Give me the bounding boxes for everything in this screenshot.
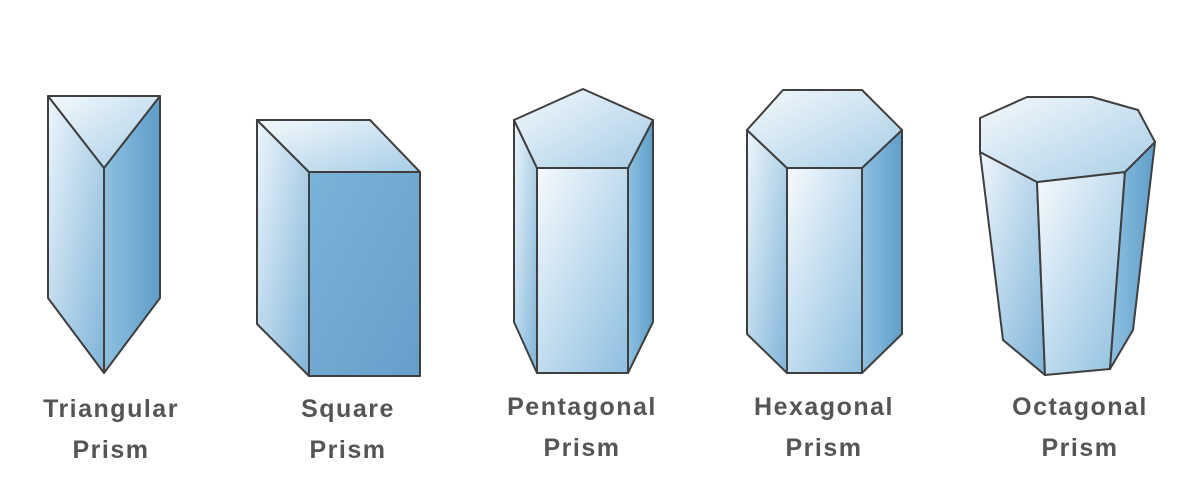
square-prism bbox=[256, 119, 421, 377]
label-pentagonal-prism: Pentagonal Prism bbox=[472, 387, 692, 469]
label-triangular-prism: Triangular Prism bbox=[1, 389, 221, 471]
octagonal-prism bbox=[979, 96, 1156, 376]
label-line-2: Prism bbox=[1041, 434, 1119, 462]
label-line-2: Prism bbox=[543, 434, 621, 462]
label-line-2: Prism bbox=[309, 436, 387, 464]
label-square-prism: Square Prism bbox=[238, 389, 458, 471]
label-line-1: Octagonal bbox=[1012, 393, 1148, 421]
label-hexagonal-prism: Hexagonal Prism bbox=[714, 387, 934, 469]
triangular-prism bbox=[47, 95, 161, 374]
label-line-1: Hexagonal bbox=[754, 393, 894, 421]
label-line-1: Pentagonal bbox=[507, 393, 657, 421]
label-line-1: Triangular bbox=[43, 395, 179, 423]
label-line-2: Prism bbox=[785, 434, 863, 462]
hexagonal-prism bbox=[746, 89, 903, 374]
label-line-2: Prism bbox=[72, 436, 150, 464]
label-line-1: Square bbox=[301, 395, 395, 423]
label-octagonal-prism: Octagonal Prism bbox=[970, 387, 1190, 469]
pentagonal-prism bbox=[513, 88, 654, 374]
